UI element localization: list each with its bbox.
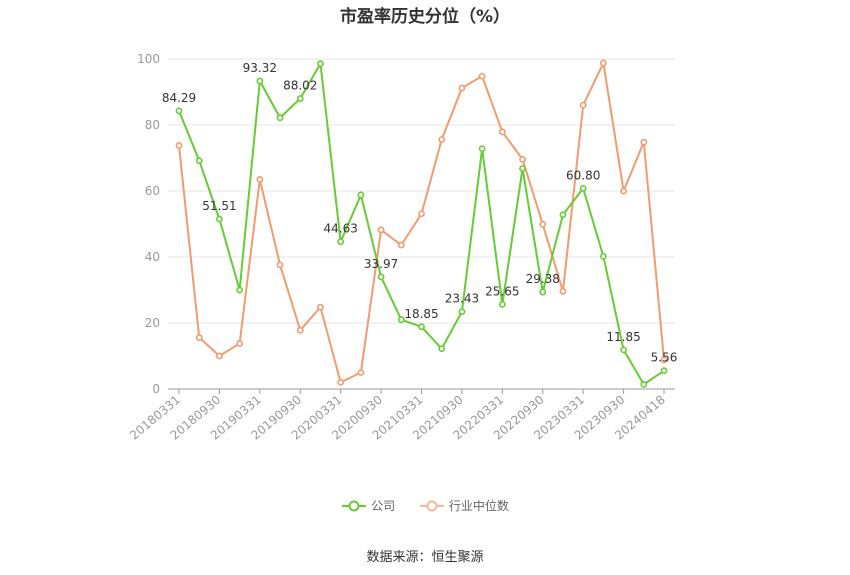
- data-point-s0-20191231[interactable]: [317, 60, 324, 68]
- data-point-s1-20180331[interactable]: [175, 142, 183, 149]
- legend: 公司 行业中位数: [0, 497, 850, 516]
- chart-title: 市盈率历史分位（%）: [339, 7, 511, 27]
- data-point-s0-20190630[interactable]: [276, 114, 284, 122]
- series-line-1: [178, 61, 665, 384]
- data-label-20200930: 33.97: [364, 257, 398, 271]
- series-points: [175, 59, 668, 388]
- data-point-s0-20180930[interactable]: [216, 215, 223, 223]
- y-tick-label-80: 80: [145, 118, 160, 132]
- data-point-s0-20200630[interactable]: [357, 191, 365, 199]
- data-point-s1-20190331[interactable]: [256, 176, 264, 183]
- y-tick-label-0: 0: [152, 382, 160, 396]
- data-label-20230930: 11.85: [606, 330, 640, 344]
- data-point-s1-20200630[interactable]: [357, 369, 365, 376]
- y-axis: 0 20 40 60 80 100: [137, 52, 160, 396]
- data-label-20180930: 51.51: [202, 199, 236, 213]
- data-label-20220930: 29.38: [526, 272, 560, 286]
- data-label-20210930: 23.43: [445, 292, 479, 306]
- data-point-s1-20220930[interactable]: [539, 220, 547, 228]
- data-point-s0-20240418[interactable]: [660, 367, 668, 375]
- data-point-s1-20200930[interactable]: [377, 226, 385, 234]
- data-point-s1-20240418[interactable]: [660, 356, 668, 364]
- data-label-20210331: 18.85: [404, 307, 438, 321]
- data-point-s0-20220331[interactable]: [498, 300, 506, 308]
- data-point-s0-20210930[interactable]: [458, 308, 466, 316]
- data-label-20190331: 93.32: [243, 61, 277, 75]
- data-point-s0-20200930[interactable]: [377, 273, 385, 281]
- data-point-s0-20190331[interactable]: [256, 77, 264, 85]
- data-label-20190930: 88.02: [283, 79, 317, 93]
- data-point-s0-20201231[interactable]: [397, 316, 405, 324]
- legend-label-company: 公司: [371, 499, 396, 513]
- data-point-s1-20220331[interactable]: [498, 128, 506, 136]
- data-point-s1-20220630[interactable]: [519, 155, 526, 163]
- data-point-s0-20220630[interactable]: [519, 165, 526, 172]
- data-point-s0-20210331[interactable]: [418, 323, 425, 331]
- y-tick-label-40: 40: [145, 250, 160, 264]
- y-tick-label-60: 60: [145, 184, 160, 198]
- data-point-s1-20230630[interactable]: [599, 59, 607, 67]
- data-point-s1-20210930[interactable]: [458, 84, 466, 92]
- data-point-s0-20210630[interactable]: [438, 345, 446, 353]
- data-point-s1-20210331[interactable]: [418, 210, 425, 218]
- data-point-s0-20181231[interactable]: [236, 286, 244, 294]
- data-point-s1-20221231[interactable]: [559, 287, 567, 295]
- data-point-s0-20221231[interactable]: [559, 211, 567, 219]
- data-label-20220331: 25.65: [485, 284, 519, 298]
- data-point-s0-20230331[interactable]: [579, 184, 587, 192]
- data-source: 数据来源：恒生聚源: [366, 550, 484, 565]
- legend-item-company[interactable]: 公司: [341, 497, 395, 514]
- data-point-s1-20191231[interactable]: [317, 303, 324, 311]
- data-point-s1-20230331[interactable]: [579, 101, 587, 109]
- data-point-s0-20180331[interactable]: [175, 107, 183, 115]
- data-label-20230331: 60.80: [566, 168, 600, 182]
- data-point-s1-20231231[interactable]: [640, 138, 648, 146]
- data-point-s1-20201231[interactable]: [397, 241, 405, 249]
- data-point-s1-20181231[interactable]: [236, 340, 244, 347]
- data-label-20180331: 84.29: [162, 91, 196, 105]
- data-point-s0-20230630[interactable]: [599, 252, 607, 260]
- series-line-0: [178, 62, 665, 386]
- series-lines: [178, 61, 665, 386]
- data-point-s1-20190630[interactable]: [276, 261, 284, 269]
- data-point-s1-20190930[interactable]: [296, 326, 304, 334]
- data-point-s0-20220930[interactable]: [539, 288, 547, 296]
- data-label-20200331: 44.63: [323, 222, 357, 236]
- data-point-s1-20200331[interactable]: [337, 378, 345, 386]
- data-point-s0-20180630[interactable]: [195, 157, 203, 165]
- data-point-s1-20230930[interactable]: [620, 187, 627, 195]
- grid-lines: [168, 58, 675, 324]
- y-tick-label-100: 100: [137, 52, 160, 66]
- data-label-20240418: 5.56: [651, 351, 678, 365]
- data-point-s1-20211231[interactable]: [478, 72, 486, 80]
- data-point-s0-20231231[interactable]: [640, 380, 648, 388]
- data-point-s0-20211231[interactable]: [478, 145, 486, 153]
- y-tick-label-20: 20: [145, 316, 160, 330]
- data-point-s1-20180630[interactable]: [195, 334, 203, 341]
- legend-line-marker-industry: [419, 500, 444, 511]
- legend-label-industry-median: 行业中位数: [448, 499, 509, 513]
- x-axis: 2018033120180930201903312019093020200331…: [127, 388, 675, 443]
- data-point-s1-20180930[interactable]: [216, 352, 223, 360]
- legend-item-industry-median[interactable]: 行业中位数: [419, 497, 509, 514]
- data-point-s1-20210630[interactable]: [438, 136, 446, 143]
- legend-line-marker-company: [342, 500, 367, 511]
- data-point-s0-20190930[interactable]: [296, 95, 304, 102]
- data-point-s0-20230930[interactable]: [620, 346, 627, 354]
- data-point-s0-20200331[interactable]: [337, 238, 345, 246]
- data-labels: 84.29 51.51 93.32 88.02 44.63 33.97 18.85 23.43…: [162, 61, 678, 365]
